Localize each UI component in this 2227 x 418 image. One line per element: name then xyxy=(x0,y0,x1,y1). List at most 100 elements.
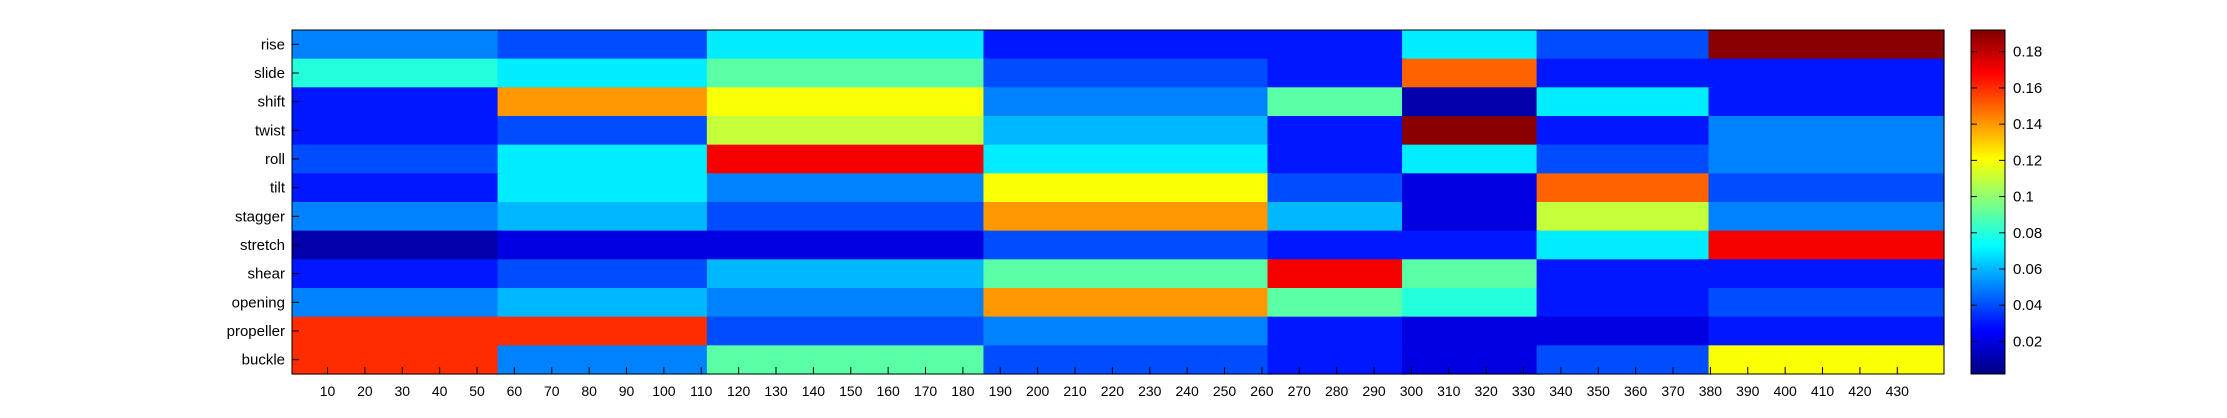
colorbar-tick-label-3: 0.08 xyxy=(2013,225,2042,242)
x-tick-label-20: 20 xyxy=(357,383,373,399)
heatmap-cell-stagger-3 xyxy=(983,202,1272,232)
heatmap-cell-tilt-5 xyxy=(1402,173,1541,203)
heatmap-cell-buckle-6 xyxy=(1536,345,1713,375)
heatmap-cell-opening-3 xyxy=(983,288,1272,318)
row-label-shift: shift xyxy=(257,94,285,111)
heatmap-cell-tilt-4 xyxy=(1267,173,1407,203)
heatmap-cell-rise-7 xyxy=(1708,30,1945,60)
x-tick-label-10: 10 xyxy=(320,383,336,399)
heatmap-cell-propeller-4 xyxy=(1267,316,1407,346)
heatmap-cell-shift-5 xyxy=(1402,87,1541,117)
heatmap-cell-stagger-1 xyxy=(497,202,712,232)
heatmap-cell-opening-4 xyxy=(1267,288,1407,318)
x-tick-label-60: 60 xyxy=(507,383,523,399)
heatmap-cell-opening-7 xyxy=(1708,288,1945,318)
heatmap-cell-buckle-5 xyxy=(1402,345,1541,375)
x-tick-label-300: 300 xyxy=(1400,383,1424,399)
heatmap-cell-propeller-6 xyxy=(1536,316,1713,346)
x-tick-label-40: 40 xyxy=(432,383,448,399)
x-tick-label-90: 90 xyxy=(619,383,635,399)
x-tick-label-350: 350 xyxy=(1587,383,1611,399)
heatmap-cell-twist-6 xyxy=(1536,116,1713,146)
x-tick-label-140: 140 xyxy=(802,383,826,399)
x-tick-label-360: 360 xyxy=(1624,383,1648,399)
heatmap-cell-twist-5 xyxy=(1402,116,1541,146)
heatmap-cell-stretch-3 xyxy=(983,230,1272,260)
heatmap-cell-opening-6 xyxy=(1536,288,1713,318)
heatmap-cell-twist-2 xyxy=(706,116,988,146)
heatmap-cell-propeller-7 xyxy=(1708,316,1945,346)
heatmap-cell-slide-5 xyxy=(1402,58,1541,88)
heatmap-cell-stagger-0 xyxy=(292,202,502,232)
colorbar-tick-label-1: 0.04 xyxy=(2013,297,2042,314)
x-tick-label-270: 270 xyxy=(1288,383,1312,399)
x-tick-label-210: 210 xyxy=(1063,383,1087,399)
heatmap-cell-rise-0 xyxy=(292,30,502,60)
row-label-shear: shear xyxy=(247,266,285,283)
x-tick-label-120: 120 xyxy=(727,383,751,399)
heatmap-cell-opening-5 xyxy=(1402,288,1541,318)
row-label-rise: rise xyxy=(261,36,285,53)
heatmap-cell-propeller-5 xyxy=(1402,316,1541,346)
x-tick-label-230: 230 xyxy=(1138,383,1162,399)
heatmap-cell-rise-6 xyxy=(1536,30,1713,60)
heatmap-cell-shear-6 xyxy=(1536,259,1713,289)
row-labels: rise slide shift twist roll tilt stagger stretc… xyxy=(227,36,299,369)
heatmap-cell-stretch-1 xyxy=(497,230,712,260)
x-tick-label-420: 420 xyxy=(1848,383,1872,399)
heatmap-cell-shear-0 xyxy=(292,259,502,289)
heatmap-cell-stretch-2 xyxy=(706,230,988,260)
heatmap-cell-stagger-4 xyxy=(1267,202,1407,232)
colorbar-ticks: 0.02 0.04 0.06 0.08 0.1 0.12 0.14 0.16 0.18 xyxy=(1971,44,2042,350)
colorbar-tick-label-6: 0.14 xyxy=(2013,116,2042,133)
heatmap-cell-slide-0 xyxy=(292,58,502,88)
heatmap-cells xyxy=(292,30,1945,375)
heatmap-cell-rise-2 xyxy=(706,30,988,60)
heatmap-cell-shear-2 xyxy=(706,259,988,289)
x-tick-label-240: 240 xyxy=(1175,383,1199,399)
heatmap-cell-buckle-1 xyxy=(497,345,712,375)
heatmap-cell-stagger-2 xyxy=(706,202,988,232)
heatmap-cell-twist-0 xyxy=(292,116,502,146)
heatmap-cell-opening-2 xyxy=(706,288,988,318)
heatmap-cell-twist-3 xyxy=(983,116,1272,146)
heatmap-cell-stagger-5 xyxy=(1402,202,1541,232)
x-tick-label-150: 150 xyxy=(839,383,863,399)
heatmap-cell-slide-2 xyxy=(706,58,988,88)
x-tick-label-50: 50 xyxy=(469,383,485,399)
heatmap-cell-shift-2 xyxy=(706,87,988,117)
heatmap-cell-buckle-2 xyxy=(706,345,988,375)
heatmap-cell-stretch-7 xyxy=(1708,230,1945,260)
heatmap-cell-stagger-6 xyxy=(1536,202,1713,232)
row-label-roll: roll xyxy=(265,151,285,168)
heatmap-cell-roll-6 xyxy=(1536,144,1713,174)
row-label-propeller: propeller xyxy=(227,323,285,340)
heatmap-cell-rise-3 xyxy=(983,30,1272,60)
heatmap-cell-roll-1 xyxy=(497,144,712,174)
x-tick-label-400: 400 xyxy=(1773,383,1797,399)
heatmap-cell-shift-3 xyxy=(983,87,1272,117)
heatmap-cell-twist-7 xyxy=(1708,116,1945,146)
x-tick-label-30: 30 xyxy=(394,383,410,399)
heatmap-cell-propeller-1 xyxy=(497,316,712,346)
heatmap-cell-propeller-0 xyxy=(292,316,502,346)
heatmap-cell-rise-1 xyxy=(497,30,712,60)
x-tick-label-170: 170 xyxy=(914,383,938,399)
heatmap-cell-opening-1 xyxy=(497,288,712,318)
x-tick-label-410: 410 xyxy=(1811,383,1835,399)
heatmap-cell-slide-7 xyxy=(1708,58,1945,88)
heatmap-cell-roll-3 xyxy=(983,144,1272,174)
row-label-opening: opening xyxy=(232,294,285,311)
row-label-tilt: tilt xyxy=(270,180,286,197)
x-tick-label-290: 290 xyxy=(1362,383,1386,399)
heatmap-cell-tilt-1 xyxy=(497,173,712,203)
x-tick-label-200: 200 xyxy=(1026,383,1050,399)
colorbar-tick-label-7: 0.16 xyxy=(2013,80,2042,97)
heatmap-cell-rise-4 xyxy=(1267,30,1407,60)
x-tick-label-180: 180 xyxy=(951,383,975,399)
x-tick-label-100: 100 xyxy=(652,383,676,399)
x-tick-label-190: 190 xyxy=(989,383,1013,399)
heatmap-cell-stretch-0 xyxy=(292,230,502,260)
heatmap-cell-shear-3 xyxy=(983,259,1272,289)
x-tick-label-110: 110 xyxy=(690,383,713,399)
